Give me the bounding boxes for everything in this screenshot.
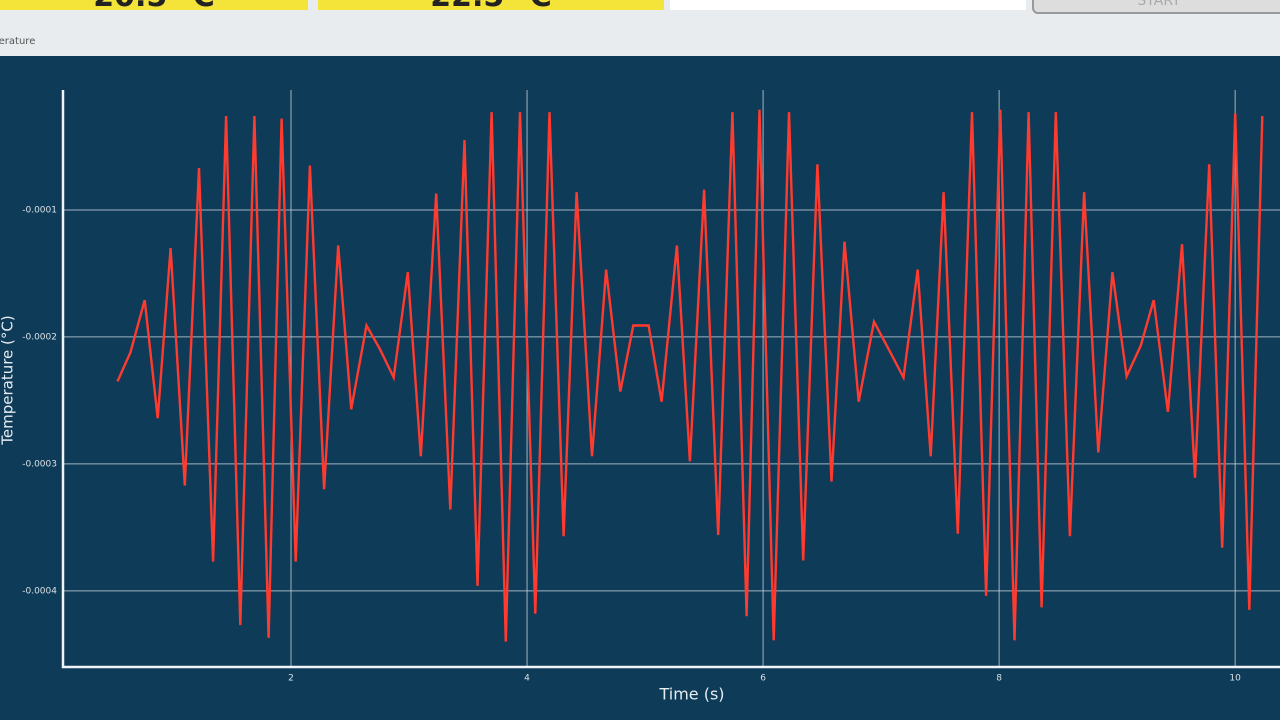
x-axis-label: Time (s) [658,685,724,704]
reading: 20.5 °C [0,0,308,10]
header: 20.5 °C 22.5 °C START Temperature [0,0,1280,56]
y-axis-label: Temperature (°C) [0,315,17,445]
y-tick-label: -0.0001 [22,205,57,215]
axis-frame [61,90,1280,669]
y-tick-label: -0.0002 [22,332,57,342]
x-tick-label: 8 [996,674,1002,684]
input-field[interactable] [670,0,1026,10]
y-tick-label: -0.0003 [22,459,57,469]
tab-label[interactable]: Temperature [0,36,36,47]
reading: 22.5 °C [318,0,664,10]
x-tick-label: 2 [288,674,294,684]
start-button[interactable]: START [1032,0,1280,14]
x-tick-label: 10 [1229,674,1241,684]
data-line [116,109,1264,642]
x-tick-label: 4 [524,674,530,684]
y-tick-label: -0.0004 [22,586,57,596]
x-tick-label: 6 [760,674,766,684]
